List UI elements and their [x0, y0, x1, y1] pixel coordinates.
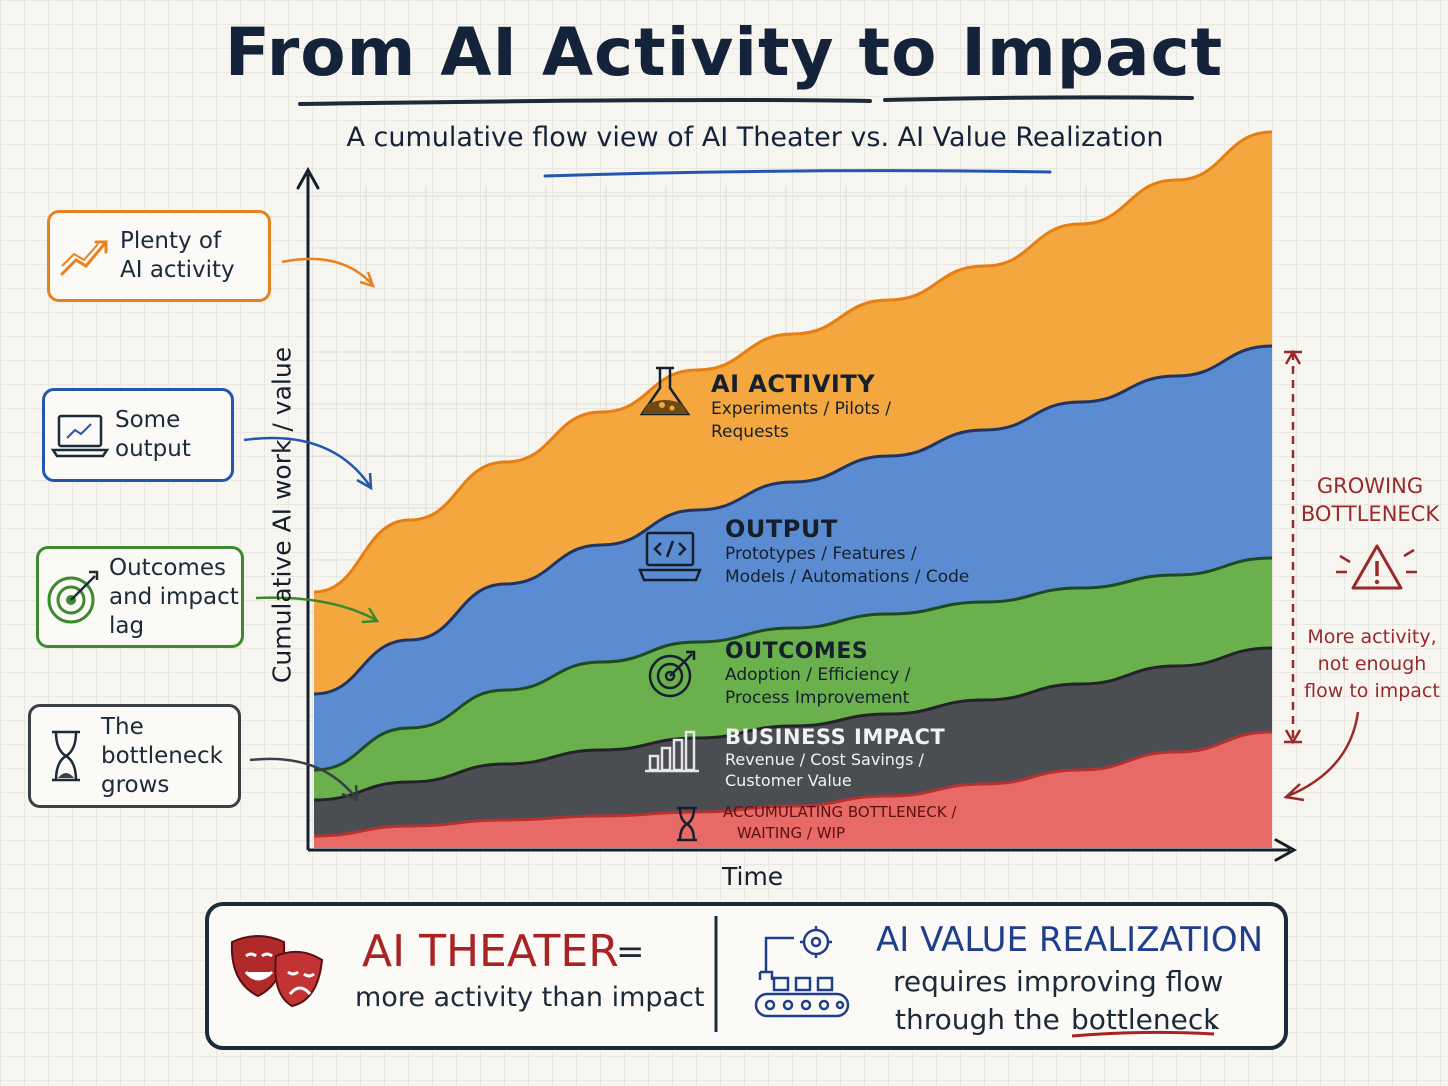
- line-business-impact: [313, 646, 1273, 802]
- title-underlines: [298, 95, 1194, 178]
- ai-value-realization-title: AI VALUE REALIZATION: [876, 920, 1264, 960]
- label-outcomes: OUTCOMES Adoption / Efficiency / Process…: [725, 639, 911, 708]
- theater-masks-icon: [230, 935, 324, 1008]
- value-description-bottleneck: bottleneck: [1071, 1003, 1220, 1036]
- arrow-output: [243, 436, 372, 487]
- ai-theater-title: AI THEATER: [362, 926, 619, 977]
- target-icon: [39, 568, 109, 626]
- summary-panel-art: [230, 916, 1215, 1038]
- y-axis-label: Cumulative AI work / value: [267, 346, 297, 684]
- label-output: OUTPUT Prototypes / Features / Models / …: [725, 515, 970, 587]
- arrow-head: [356, 472, 373, 491]
- callout-output: Some output: [42, 388, 234, 482]
- bottleneck-bracket: [1284, 349, 1302, 745]
- page-title: From AI Activity to Impact: [224, 14, 1224, 91]
- laptop-chart-icon: [45, 412, 115, 458]
- arrow-head: [359, 271, 376, 288]
- growing-bottleneck-title: GROWING BOTTLENECK: [1300, 474, 1440, 526]
- label-bottleneck: ACCUMULATING BOTTLENECK / WAITING / WIP: [723, 803, 957, 842]
- subtitle: A cumulative flow view of AI Theater vs.…: [346, 122, 1164, 153]
- line-bottleneck: [313, 730, 1273, 838]
- arrow-bottleneck: [249, 757, 357, 799]
- arrow-head: [361, 607, 380, 624]
- bottleneck-underline: [1071, 1030, 1215, 1038]
- ai-theater-equals: =: [616, 932, 645, 972]
- hourglass-small-icon: [677, 806, 697, 842]
- arrow-outcomes: [255, 596, 377, 622]
- flask-icon: [639, 366, 691, 416]
- summary-panel: [205, 902, 1288, 1050]
- x-axis: [308, 838, 1298, 862]
- line-ai-activity: [313, 130, 1273, 594]
- callout-activity: Plenty of AI activity: [47, 210, 271, 302]
- y-axis: [296, 166, 320, 850]
- label-ai-activity: AI ACTIVITY Experiments / Pilots / Reque…: [711, 370, 891, 442]
- callout-bottleneck: The bottleneck grows: [28, 704, 241, 808]
- x-axis-label: Time: [722, 862, 784, 891]
- value-description-line2: through the: [895, 1003, 1060, 1036]
- warning-icon: [1336, 544, 1417, 590]
- arrow-head: [1283, 783, 1305, 802]
- callout-outcomes: Outcomes and impact lag: [36, 546, 244, 648]
- bottleneck-note: More activity, not enough flow to impact: [1304, 626, 1440, 702]
- laptop-code-icon: [638, 531, 702, 582]
- arrow-head: [341, 784, 359, 802]
- hourglass-icon: [31, 728, 101, 784]
- value-description-line1: requires improving flow: [893, 965, 1224, 998]
- line-outcomes: [313, 556, 1273, 772]
- target-icon: [648, 650, 696, 698]
- robot-arm-conveyor-icon: [754, 926, 850, 1018]
- line-output: [313, 344, 1273, 696]
- value-description-period: .: [1209, 1003, 1218, 1036]
- label-business-impact: BUSINESS IMPACT Revenue / Cost Savings /…: [725, 725, 946, 790]
- arrow-activity: [281, 257, 373, 285]
- trend-up-icon: [50, 234, 120, 278]
- ai-theater-description: more activity than impact: [355, 982, 705, 1013]
- bar-chart-icon: [645, 730, 699, 773]
- cumulative-flow-chart: [243, 130, 1417, 862]
- arrow-bottleneck-note: [1287, 711, 1360, 798]
